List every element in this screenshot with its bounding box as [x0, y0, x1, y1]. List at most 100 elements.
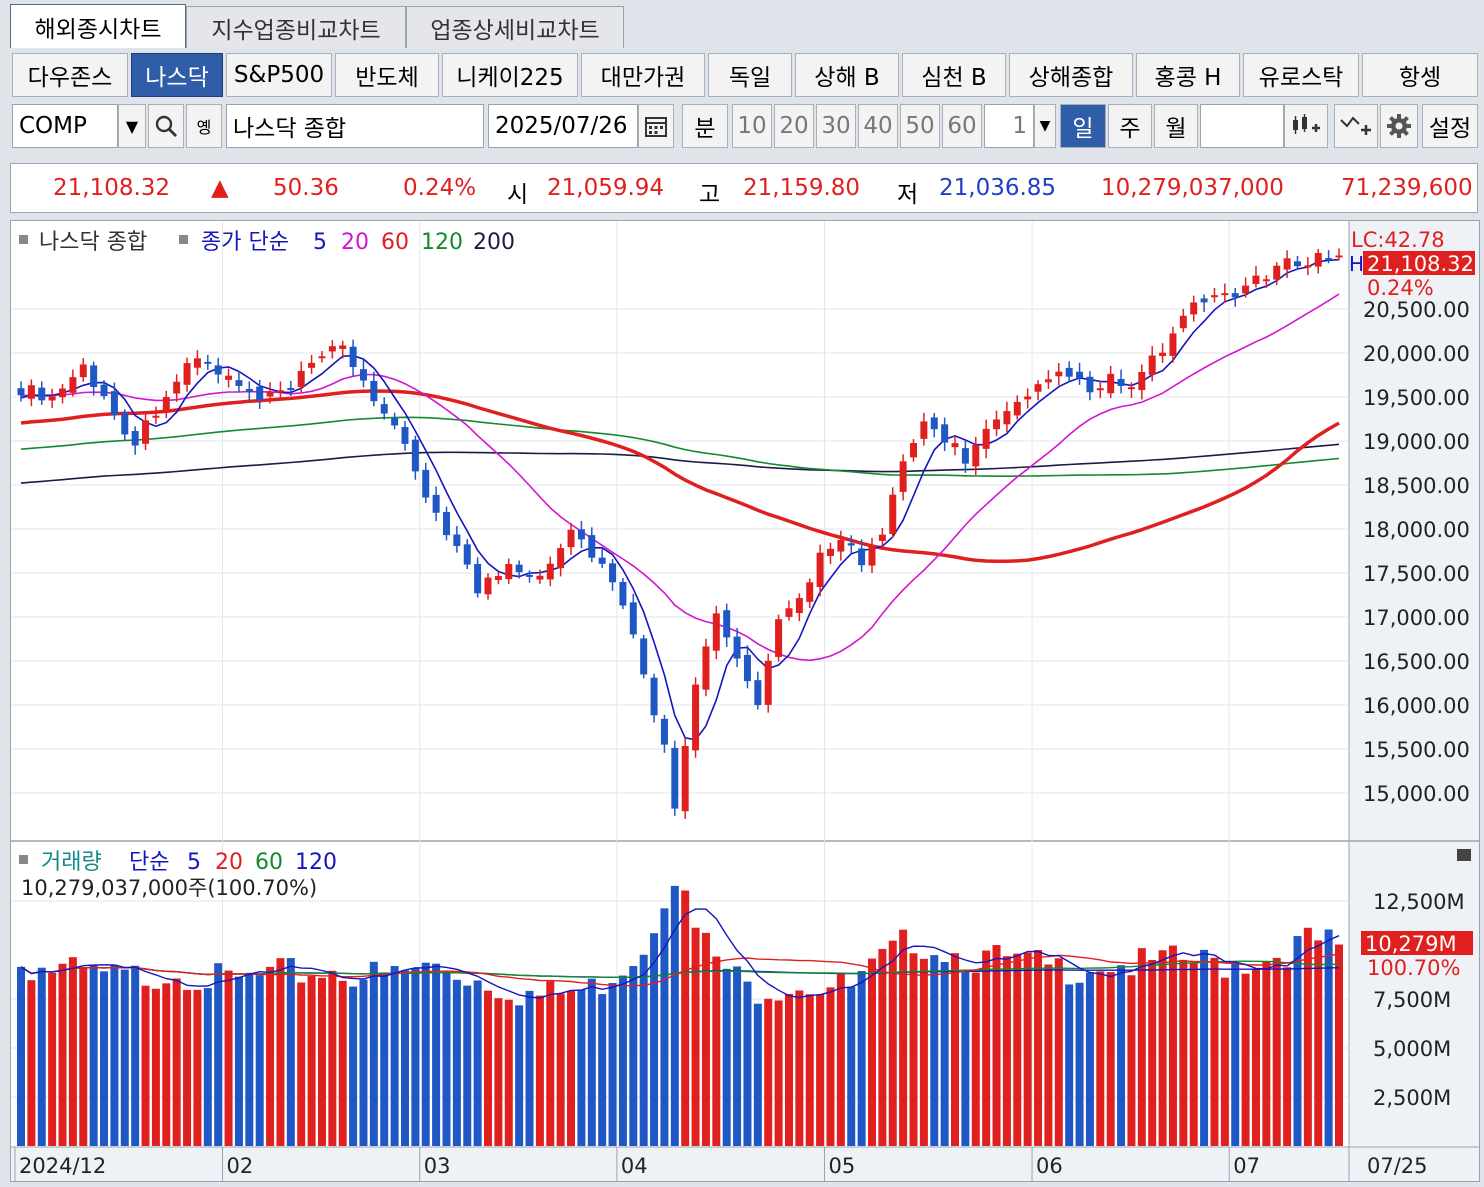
volume-bar	[598, 994, 607, 1146]
chevron-down-icon: ▼	[1039, 118, 1051, 134]
volume-bar	[68, 957, 77, 1146]
candle-body	[609, 563, 617, 583]
candle-body	[1076, 371, 1084, 378]
candle-body	[287, 388, 295, 391]
vol-legend-ma5: 5	[187, 850, 201, 875]
name-field: 나스닥 종합	[226, 104, 484, 148]
volume-bar	[992, 945, 1001, 1146]
candle-body	[318, 356, 326, 359]
volume-bar	[1210, 957, 1219, 1146]
candle-body	[1231, 293, 1239, 298]
minute-30-button[interactable]: 30	[816, 104, 856, 148]
quote-bar: 21,108.32 ▲ 50.36 0.24% 시 21,059.94 고 21…	[10, 163, 1478, 213]
candle-body	[546, 563, 554, 580]
code-dropdown-button[interactable]: ▼	[118, 104, 146, 148]
candle-body	[847, 543, 855, 546]
index-button-shanghai-composite[interactable]: 상해종합	[1009, 53, 1133, 97]
vol-ma20-line	[20, 953, 1340, 987]
candle-body	[640, 638, 648, 675]
index-button-semiconductor[interactable]: 반도체	[335, 53, 439, 97]
candle-body	[951, 443, 959, 448]
volume-bar	[193, 989, 202, 1146]
index-button-nasdaq[interactable]: 나스닥	[131, 53, 223, 97]
line-add-button[interactable]	[1334, 104, 1378, 148]
y-axis-scale[interactable]	[1349, 221, 1479, 1181]
index-button-sp500[interactable]: S&P500	[226, 53, 332, 97]
tab-sector-detail-chart[interactable]: 업종상세비교차트	[406, 6, 624, 48]
volume-bar	[276, 958, 285, 1146]
volume-bar	[535, 995, 544, 1146]
volume-bar	[982, 950, 991, 1146]
candle-body	[837, 539, 845, 552]
candle-body	[422, 469, 430, 498]
close-panel-icon[interactable]	[1457, 849, 1471, 861]
index-button-shenzhen-b[interactable]: 심천 B	[902, 53, 1006, 97]
candle-add-button[interactable]	[1284, 104, 1328, 148]
index-button-germany[interactable]: 독일	[708, 53, 792, 97]
volume-bar	[1241, 973, 1250, 1146]
candle-body	[1210, 295, 1218, 298]
volume-bar	[110, 964, 119, 1146]
period-extra-input[interactable]	[1200, 104, 1284, 148]
period-count-input[interactable]: 1	[984, 104, 1034, 148]
vol-legend-ma20: 20	[215, 850, 243, 875]
volume-bar	[733, 966, 742, 1146]
minute-50-button[interactable]: 50	[900, 104, 940, 148]
index-button-hongkong-h[interactable]: 홍콩 H	[1136, 53, 1240, 97]
last-price-value: 21,108.32	[1367, 252, 1474, 276]
date-input[interactable]: 2025/07/26	[488, 104, 638, 148]
settings-button[interactable]: 설정	[1422, 104, 1478, 148]
candle-body	[1179, 315, 1187, 329]
candle-body	[1325, 258, 1333, 261]
candle-body	[183, 363, 191, 385]
period-month-button[interactable]: 월	[1154, 104, 1198, 148]
candle-body	[899, 461, 907, 492]
period-count-dropdown[interactable]: ▼	[1034, 104, 1056, 148]
vol-ma5-line	[20, 908, 1340, 999]
index-button-dow[interactable]: 다우존스	[12, 53, 128, 97]
index-button-nikkei225[interactable]: 니케이225	[442, 53, 578, 97]
volume-bar	[1303, 927, 1312, 1146]
minute-10-button[interactable]: 10	[732, 104, 772, 148]
candle-body	[152, 415, 160, 418]
code-input[interactable]: COMP	[12, 104, 118, 148]
minute-20-button[interactable]: 20	[774, 104, 814, 148]
candle-body	[1065, 367, 1073, 377]
chart-area[interactable]: 20,500.00 20,000.00 19,500.00 19,000.00 18,5…	[10, 220, 1480, 1182]
volume-bar	[930, 955, 939, 1146]
candle-body	[1138, 371, 1146, 391]
tab-overseas-chart[interactable]: 해외종시차트	[10, 4, 186, 48]
y-tick-label: 12,500M	[1373, 890, 1465, 914]
quote-amount: 71,239,600	[1341, 175, 1473, 201]
calendar-button[interactable]	[638, 104, 674, 148]
tab-index-compare-chart[interactable]: 지수업종비교차트	[186, 6, 406, 48]
minute-button[interactable]: 분	[682, 104, 728, 148]
period-day-button[interactable]: 일	[1060, 104, 1106, 148]
period-week-button[interactable]: 주	[1108, 104, 1152, 148]
vol-legend-ma60: 60	[255, 850, 283, 875]
volume-bar	[245, 972, 254, 1146]
index-button-shanghai-b[interactable]: 상해 B	[795, 53, 899, 97]
index-button-taiwan[interactable]: 대만가권	[581, 53, 705, 97]
candle-body	[567, 529, 575, 548]
code-lookup-button[interactable]: 옝	[186, 104, 222, 148]
candle-body	[432, 494, 440, 513]
volume-bar	[369, 961, 378, 1146]
gear-button[interactable]	[1380, 104, 1418, 148]
candle-body	[1335, 255, 1343, 258]
candle-body	[256, 386, 264, 401]
y-tick-label: 17,500.00	[1363, 562, 1470, 586]
index-button-hangseng[interactable]: 항셍	[1362, 53, 1478, 97]
volume-bar	[587, 978, 596, 1146]
candle-body	[671, 747, 679, 809]
search-button[interactable]	[148, 104, 184, 148]
legend-name: 나스닥 종합	[39, 230, 147, 255]
index-button-eurostoxx[interactable]: 유로스탁	[1243, 53, 1359, 97]
volume-bar	[660, 908, 669, 1146]
volume-bar	[764, 998, 773, 1146]
volume-bar	[951, 953, 960, 1146]
minute-40-button[interactable]: 40	[858, 104, 898, 148]
minute-60-button[interactable]: 60	[942, 104, 982, 148]
chart-svg[interactable]: 20,500.00 20,000.00 19,500.00 19,000.00 18,5…	[11, 221, 1479, 1181]
volume-bar	[27, 980, 36, 1146]
